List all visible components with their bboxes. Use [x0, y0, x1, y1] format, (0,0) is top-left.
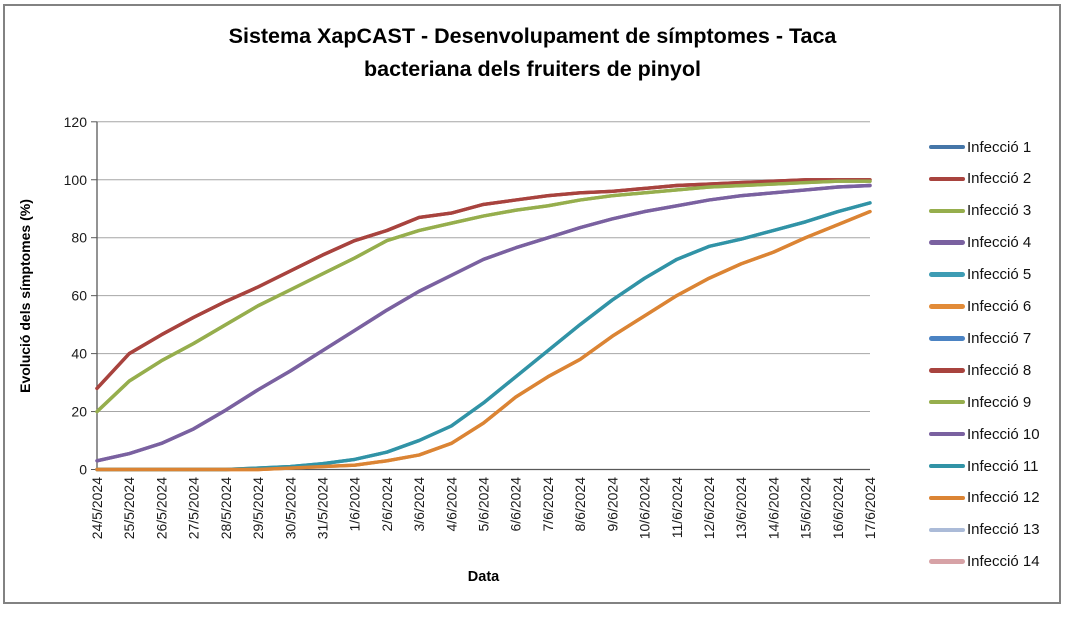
- legend-label-6: Infecció 6: [967, 298, 1032, 315]
- legend-label-5: Infecció 5: [967, 266, 1032, 284]
- x-tick-label-13: 6/6/2024: [508, 477, 524, 532]
- legend-item-6: Infecció 6: [929, 297, 1031, 317]
- x-tick-label-14: 7/6/2024: [540, 477, 556, 532]
- legend-swatch-4: [929, 240, 965, 245]
- y-tick-label-60: 60: [71, 288, 87, 304]
- legend-swatch-8: [929, 368, 965, 373]
- legend-item-11: Infecció 11: [929, 456, 1038, 476]
- x-tick-label-22: 15/6/2024: [798, 477, 814, 539]
- x-tick-label-3: 27/5/2024: [186, 477, 202, 539]
- legend-swatch-1: [929, 144, 965, 150]
- series-line-8: [95, 178, 872, 391]
- legend-label-13: Infecció 13: [967, 521, 1040, 539]
- series-line-6: [95, 209, 872, 472]
- x-tick-label-24: 17/6/2024: [862, 477, 878, 539]
- legend-item-8: Infecció 8: [929, 360, 1031, 380]
- y-tick-label-40: 40: [71, 346, 87, 362]
- x-tick-label-19: 12/6/2024: [701, 477, 717, 539]
- chart-title: Sistema XapCAST - Desenvolupament de sím…: [30, 20, 1035, 86]
- legend-label-1: Infecció 1: [967, 138, 1032, 156]
- legend-item-7: Infecció 7: [929, 328, 1031, 348]
- legend-swatch-6: [929, 304, 965, 309]
- x-tick-label-4: 28/5/2024: [218, 477, 234, 539]
- legend-item-2: Infecció 2: [929, 169, 1031, 189]
- x-tick-label-21: 14/6/2024: [765, 477, 781, 539]
- legend-swatch-2: [929, 176, 965, 182]
- x-tick-label-12: 5/6/2024: [476, 477, 492, 532]
- x-tick-label-18: 11/6/2024: [669, 477, 685, 538]
- x-tick-label-7: 31/5/2024: [314, 477, 330, 539]
- legend-label-7: Infecció 7: [967, 329, 1032, 347]
- legend-swatch-9: [929, 399, 965, 405]
- legend-item-10: Infecció 10: [929, 424, 1040, 444]
- series-line-9: [95, 179, 872, 414]
- legend-label-2: Infecció 2: [967, 170, 1032, 188]
- y-tick-label-100: 100: [64, 172, 88, 188]
- x-tick-label-8: 1/6/2024: [347, 477, 363, 532]
- series-line-12: [95, 209, 872, 472]
- legend-swatch-13: [929, 527, 965, 533]
- legend-swatch-7: [929, 336, 965, 341]
- legend-label-12: Infecció 12: [967, 489, 1040, 507]
- legend-item-14: Infecció 14: [929, 552, 1040, 572]
- legend-swatch-10: [929, 431, 965, 437]
- x-axis-title: Data: [468, 569, 500, 585]
- legend-label-3: Infecció 3: [967, 202, 1032, 220]
- x-tick-label-6: 30/5/2024: [282, 477, 298, 539]
- legend-item-9: Infecció 9: [929, 392, 1031, 412]
- y-tick-label-20: 20: [71, 404, 87, 420]
- series-line-5: [95, 201, 872, 472]
- x-tick-label-2: 26/5/2024: [153, 477, 169, 539]
- chart-title-line-1: Sistema XapCAST - Desenvolupament de sím…: [228, 24, 837, 48]
- legend-label-4: Infecció 4: [967, 234, 1032, 252]
- y-tick-label-0: 0: [79, 462, 87, 478]
- series-line-2: [95, 178, 872, 391]
- legend-item-13: Infecció 13: [929, 520, 1040, 540]
- legend-swatch-3: [929, 208, 965, 214]
- y-axis-title: Evolució dels símptomes (%): [17, 199, 33, 393]
- chart-title-line-2: bacteriana dels fruiters de pinyol: [364, 57, 701, 81]
- legend-label-8: Infecció 8: [967, 361, 1032, 379]
- legend-item-3: Infecció 3: [929, 201, 1031, 221]
- legend-label-10: Infecció 10: [967, 425, 1040, 443]
- legend-item-1: Infecció 1: [929, 137, 1031, 157]
- chart-outer-border: [3, 4, 1061, 604]
- x-tick-label-16: 9/6/2024: [604, 477, 620, 532]
- series-line-10: [95, 183, 872, 463]
- legend-swatch-5: [929, 272, 965, 277]
- x-tick-label-23: 16/6/2024: [830, 477, 846, 539]
- x-tick-label-11: 4/6/2024: [443, 477, 459, 532]
- x-tick-label-17: 10/6/2024: [637, 477, 653, 539]
- y-tick-label-80: 80: [71, 230, 87, 246]
- legend-item-12: Infecció 12: [929, 488, 1040, 508]
- x-tick-label-9: 2/6/2024: [379, 477, 395, 532]
- legend-label-14: Infecció 14: [967, 553, 1040, 571]
- x-tick-label-5: 29/5/2024: [250, 477, 266, 539]
- legend-item-5: Infecció 5: [929, 265, 1031, 285]
- series-line-11: [95, 201, 872, 472]
- legend-label-11: Infecció 11: [967, 457, 1039, 475]
- x-tick-label-15: 8/6/2024: [572, 477, 588, 532]
- legend-swatch-12: [929, 495, 965, 501]
- legend-label-9: Infecció 9: [967, 393, 1032, 411]
- y-tick-label-120: 120: [64, 114, 88, 130]
- x-tick-label-20: 13/6/2024: [733, 477, 749, 539]
- x-tick-label-1: 25/5/2024: [121, 477, 137, 539]
- x-tick-label-10: 3/6/2024: [411, 477, 427, 532]
- legend-item-4: Infecció 4: [929, 233, 1031, 253]
- x-tick-label-0: 24/5/2024: [89, 477, 105, 539]
- legend-swatch-14: [929, 559, 965, 564]
- legend-swatch-11: [929, 463, 965, 469]
